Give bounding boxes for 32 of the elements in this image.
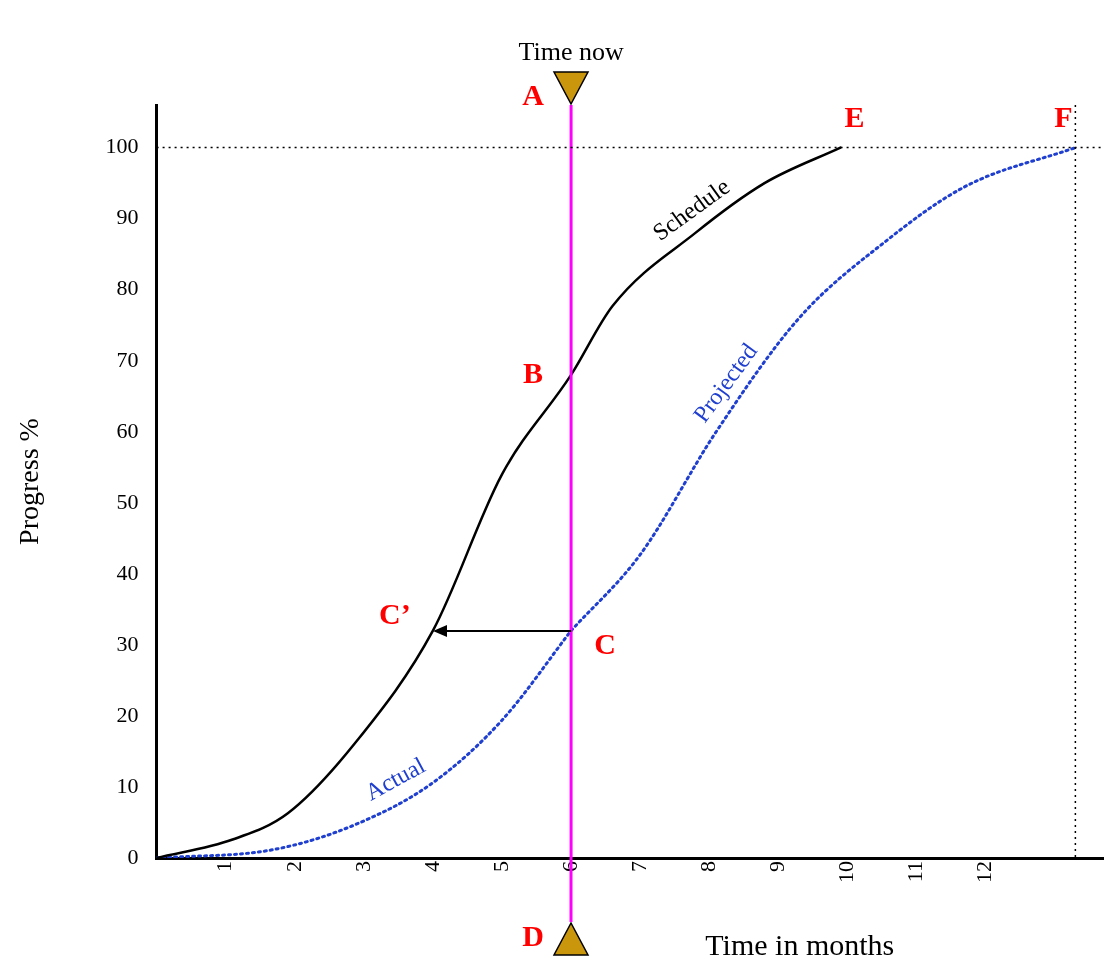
ref-line-label: Time now xyxy=(518,36,624,66)
text: D xyxy=(522,918,544,952)
annotation: F xyxy=(1054,100,1073,134)
x-tick-label: 11 xyxy=(902,861,928,883)
x-tick-label: 2 xyxy=(280,861,306,872)
x-tick-label: 8 xyxy=(695,861,721,872)
x-tick-label: 4 xyxy=(418,861,444,872)
annotation: A xyxy=(522,77,545,111)
annotation: B xyxy=(523,355,544,389)
y-tick-label: 100 xyxy=(105,133,139,159)
annotation: C xyxy=(594,627,616,661)
x-tick-label: 1 xyxy=(211,861,237,872)
x-tick-label: 9 xyxy=(764,861,790,872)
y-tick-label: 30 xyxy=(116,630,139,656)
y-axis-title: Progress % xyxy=(13,418,45,545)
x-tick-label: 12 xyxy=(971,861,997,883)
x-tick-label: 5 xyxy=(487,861,513,872)
y-tick-label: 40 xyxy=(116,559,139,585)
y-tick-label: 60 xyxy=(116,417,139,443)
y-tick-label: 90 xyxy=(116,204,139,230)
y-tick-label: 20 xyxy=(116,701,139,727)
x-tick-label: 7 xyxy=(625,861,651,872)
x-tick-label: 10 xyxy=(833,861,859,883)
y-tick-label: 50 xyxy=(116,488,139,514)
y-tick-label: 0 xyxy=(127,843,139,869)
x-tick-label: 3 xyxy=(349,861,375,872)
annotation: E xyxy=(844,100,865,134)
y-tick-label: 80 xyxy=(116,275,139,301)
annotation: C’ xyxy=(379,597,411,631)
y-tick-label: 70 xyxy=(116,346,139,372)
y-tick-label: 10 xyxy=(116,772,139,798)
x-axis-title: Time in months xyxy=(705,927,895,961)
